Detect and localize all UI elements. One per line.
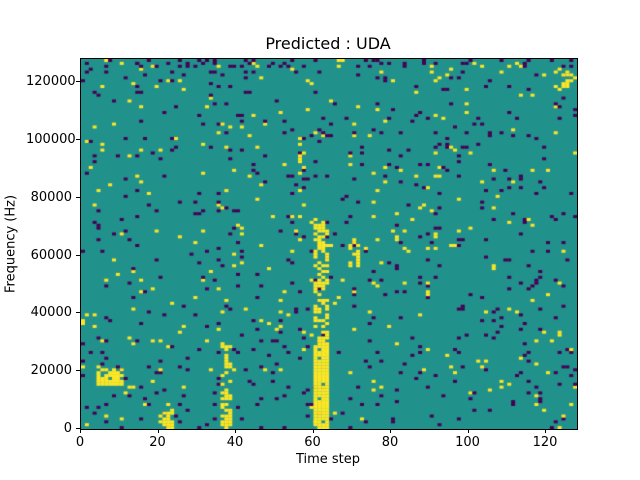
x-tick-mark [157,429,159,433]
heatmap-canvas [81,59,577,429]
x-tick-mark [312,429,314,433]
x-axis-label: Time step [295,452,361,467]
x-tick-label: 80 [381,435,399,450]
x-tick-mark [467,429,469,433]
x-tick-label: 0 [75,435,85,450]
y-tick-mark [76,138,80,140]
y-tick-label: 120000 [26,74,76,90]
x-tick-label: 20 [149,435,166,450]
y-tick-mark [76,81,80,83]
y-tick-mark [76,370,80,372]
y-tick-label: 0 [63,421,72,436]
x-tick-label: 100 [455,435,480,450]
x-tick-mark [235,429,236,433]
x-tick-mark [545,429,546,433]
x-tick-mark [390,429,391,433]
y-tick-mark [76,428,80,429]
y-tick-mark [76,312,80,314]
x-tick-label: 120 [532,435,558,450]
y-tick-label: 40000 [30,305,72,321]
y-tick-label: 80000 [30,189,72,205]
y-tick-label: 60000 [30,247,72,263]
x-tick-mark [80,429,81,433]
plot-area [80,58,578,430]
y-tick-label: 20000 [30,363,72,379]
chart-title: Predicted : UDA [265,34,391,53]
y-tick-mark [76,196,80,198]
y-axis-label: Frequency (Hz) [3,194,19,294]
x-tick-label: 40 [226,435,244,450]
y-tick-label: 100000 [26,131,76,147]
x-tick-label: 60 [304,435,321,450]
y-tick-mark [76,254,80,256]
